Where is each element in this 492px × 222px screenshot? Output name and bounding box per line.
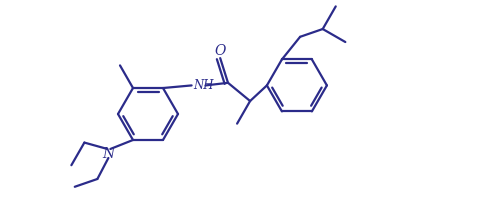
Text: NH: NH [193, 79, 214, 92]
Text: N: N [102, 147, 115, 161]
Text: O: O [215, 44, 226, 58]
